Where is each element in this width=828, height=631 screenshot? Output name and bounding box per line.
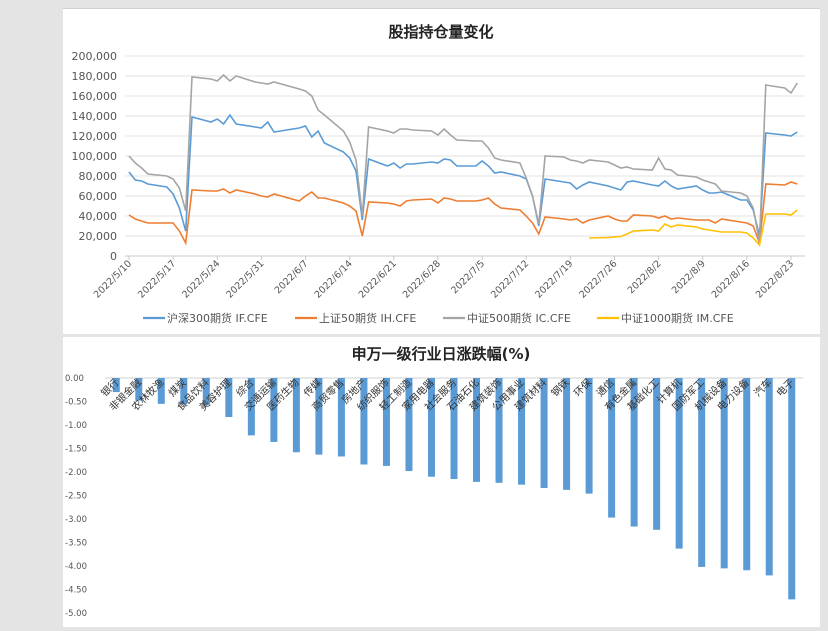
chart-title: 股指持仓量变化 <box>388 23 493 41</box>
y-tick-label: 180,000 <box>72 70 118 83</box>
bar <box>743 378 751 571</box>
y-tick-label: -2.50 <box>65 492 87 502</box>
x-tick-label: 2022/6/28 <box>401 258 443 300</box>
x-tick-label: 2022/8/16 <box>710 258 752 300</box>
y-tick-label: 20,000 <box>79 230 118 243</box>
bar <box>450 378 458 480</box>
open-interest-chart-panel: 股指持仓量变化 0 20,000 40,000 60,000 80,000 100,000… <box>63 8 820 334</box>
y-tick-label: -4.00 <box>65 562 87 572</box>
y-tick-label: -2.00 <box>65 468 87 478</box>
bar <box>337 378 345 457</box>
x-tick-label: 2022/5/31 <box>224 258 266 300</box>
legend-label: 中证1000期货 IM.CFE <box>621 311 734 325</box>
x-tick-label: 2022/7/5 <box>449 258 487 296</box>
bar <box>180 378 188 405</box>
y-tick-label: -1.50 <box>65 445 87 455</box>
bar <box>473 378 481 482</box>
y-tick-label: 140,000 <box>72 110 118 123</box>
bar <box>202 378 210 405</box>
open-interest-line-chart: 股指持仓量变化 0 20,000 40,000 60,000 80,000 100,000… <box>72 23 805 325</box>
y-tick-label: 200,000 <box>72 50 118 63</box>
y-tick-label: 160,000 <box>72 90 118 103</box>
x-tick-label: 2022/6/21 <box>357 258 399 300</box>
bar <box>112 378 120 393</box>
y-tick-label: -5.00 <box>65 609 87 619</box>
bar <box>518 378 526 485</box>
x-tick-label: 2022/7/19 <box>533 258 575 300</box>
bar <box>788 378 796 600</box>
bar <box>382 378 390 466</box>
x-tick-label: 2022/5/24 <box>180 258 222 300</box>
bar <box>585 378 593 494</box>
bar <box>292 378 300 453</box>
y-tick-label: -4.50 <box>65 586 87 596</box>
x-tick-label: 2022/7/12 <box>489 258 531 300</box>
x-tick-label: 2022/6/7 <box>273 258 311 296</box>
y-tick-label: -3.00 <box>65 515 87 525</box>
y-tick-label: 80,000 <box>79 170 118 183</box>
series-line-2 <box>128 181 798 246</box>
bar <box>135 378 143 401</box>
bar <box>360 378 368 465</box>
chart-title: 申万一级行业日涨跌幅(%) <box>352 345 531 363</box>
bar <box>563 378 571 490</box>
x-tick-label: 2022/7/26 <box>577 258 619 300</box>
bar <box>720 378 728 569</box>
bar <box>675 378 683 549</box>
bar <box>225 378 233 418</box>
y-tick-label: 0 <box>110 250 117 263</box>
x-tick-label: 2022/8/23 <box>754 258 796 300</box>
series-line-3 <box>128 73 798 243</box>
legend-label: 中证500期货 IC.CFE <box>467 311 571 325</box>
bar <box>157 378 165 404</box>
bar <box>270 378 278 442</box>
y-tick-label: 60,000 <box>79 190 118 203</box>
bar <box>698 378 706 567</box>
y-tick-label: 40,000 <box>79 210 118 223</box>
x-tick-label: 2022/6/14 <box>313 258 355 300</box>
bar <box>540 378 548 488</box>
y-tick-label: 100,000 <box>72 150 118 163</box>
x-tick-label: 2022/8/2 <box>626 258 664 296</box>
y-tick-label: -3.50 <box>65 539 87 549</box>
industry-bar-chart: 申万一级行业日涨跌幅(%) 0.00 -0.50 -1.00 -1.50 -2.00 -2… <box>65 345 803 619</box>
y-tick-label: 0.00 <box>65 374 84 384</box>
x-tick-label: 2022/5/17 <box>136 258 178 300</box>
legend-label: 沪深300期货 IF.CFE <box>167 311 268 325</box>
bar <box>765 378 773 576</box>
bar <box>653 378 661 530</box>
series-line-4 <box>589 209 798 247</box>
bar <box>630 378 638 527</box>
x-tick-label: 2022/8/9 <box>670 258 708 296</box>
bar <box>608 378 616 518</box>
bar <box>315 378 323 455</box>
y-tick-label: -1.00 <box>65 421 87 431</box>
y-tick-label: -0.50 <box>65 398 87 408</box>
bar <box>495 378 503 483</box>
bar <box>427 378 435 477</box>
series-line-1 <box>128 113 798 237</box>
x-tick-label: 2022/5/10 <box>92 258 134 300</box>
y-tick-label: 120,000 <box>72 130 118 143</box>
bar <box>247 378 255 436</box>
bar <box>405 378 413 472</box>
legend-label: 上证50期货 IH.CFE <box>319 311 416 325</box>
industry-change-chart-panel: 申万一级行业日涨跌幅(%) 0.00 -0.50 -1.00 -1.50 -2.00 -2… <box>63 337 820 627</box>
